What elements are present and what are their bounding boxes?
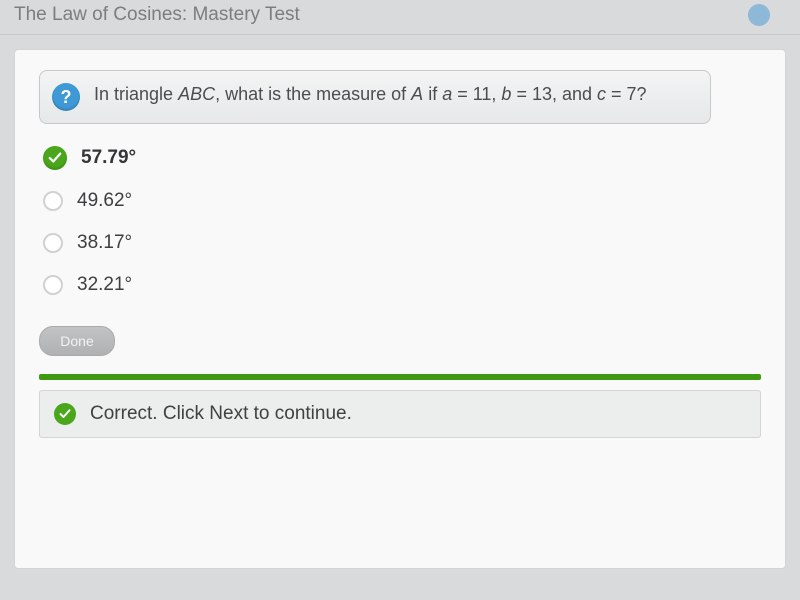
radio-icon (43, 191, 63, 211)
option-row[interactable]: 38.17° (43, 232, 761, 254)
status-dot-icon (748, 4, 770, 26)
option-label: 32.21° (77, 274, 132, 296)
question-text: In triangle ABC, what is the measure of … (94, 81, 647, 107)
feedback-box: Correct. Click Next to continue. (39, 390, 761, 438)
radio-icon (43, 233, 63, 253)
progress-bar (39, 374, 761, 380)
question-card: ? In triangle ABC, what is the measure o… (14, 49, 786, 569)
feedback-text: Correct. Click Next to continue. (90, 403, 352, 425)
done-button-label: Done (60, 333, 93, 349)
question-mark-icon: ? (52, 83, 80, 111)
question-box: ? In triangle ABC, what is the measure o… (39, 70, 711, 124)
option-label: 57.79° (81, 147, 136, 169)
checkmark-icon (54, 403, 76, 425)
options-list: 57.79° 49.62° 38.17° 32.21° (43, 146, 761, 296)
option-label: 49.62° (77, 190, 132, 212)
option-label: 38.17° (77, 232, 132, 254)
option-row[interactable]: 32.21° (43, 274, 761, 296)
checkmark-icon (43, 146, 67, 170)
radio-icon (43, 275, 63, 295)
option-row[interactable]: 57.79° (43, 146, 761, 170)
page: The Law of Cosines: Mastery Test ? In tr… (0, 0, 800, 600)
option-row[interactable]: 49.62° (43, 190, 761, 212)
page-title: The Law of Cosines: Mastery Test (14, 4, 300, 26)
page-header: The Law of Cosines: Mastery Test (0, 0, 800, 35)
done-button[interactable]: Done (39, 326, 115, 356)
